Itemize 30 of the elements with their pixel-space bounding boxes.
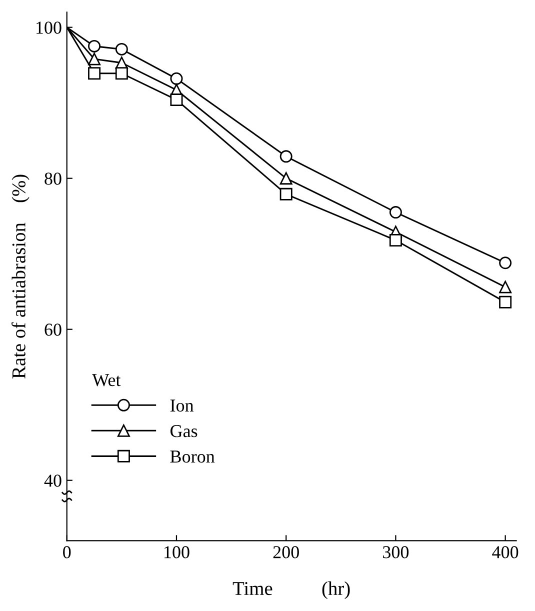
x-tick-label: 0 [63, 546, 71, 558]
point [499, 256, 512, 270]
point [88, 67, 101, 80]
point [389, 206, 402, 219]
point [280, 188, 292, 200]
point [115, 67, 128, 80]
y-axis-title: Rate of antiabrasion (%) [12, 174, 30, 379]
point [88, 40, 101, 52]
y-tick-label: 80 [44, 172, 62, 185]
point [280, 172, 292, 185]
y-tick-label: 100 [36, 22, 62, 34]
point [115, 42, 128, 56]
point [170, 94, 183, 106]
point [88, 52, 101, 66]
point [389, 234, 402, 246]
y-tick-label: 60 [44, 324, 62, 336]
x-tick-label: 200 [273, 546, 299, 558]
point [499, 296, 512, 308]
point [280, 150, 292, 163]
x-axis-title: Time (hr) [232, 581, 350, 600]
y-tick-label: 40 [44, 474, 62, 487]
legend-label: Boron [170, 450, 215, 463]
point [499, 280, 512, 294]
legend-title: Wet [92, 374, 121, 386]
point [170, 72, 183, 85]
x-tick-label: 100 [164, 546, 190, 558]
x-tick-label: 400 [492, 546, 518, 558]
legend-label: Ion [170, 400, 194, 412]
legend-label: Gas [170, 425, 198, 438]
x-tick-label: 300 [383, 546, 409, 558]
